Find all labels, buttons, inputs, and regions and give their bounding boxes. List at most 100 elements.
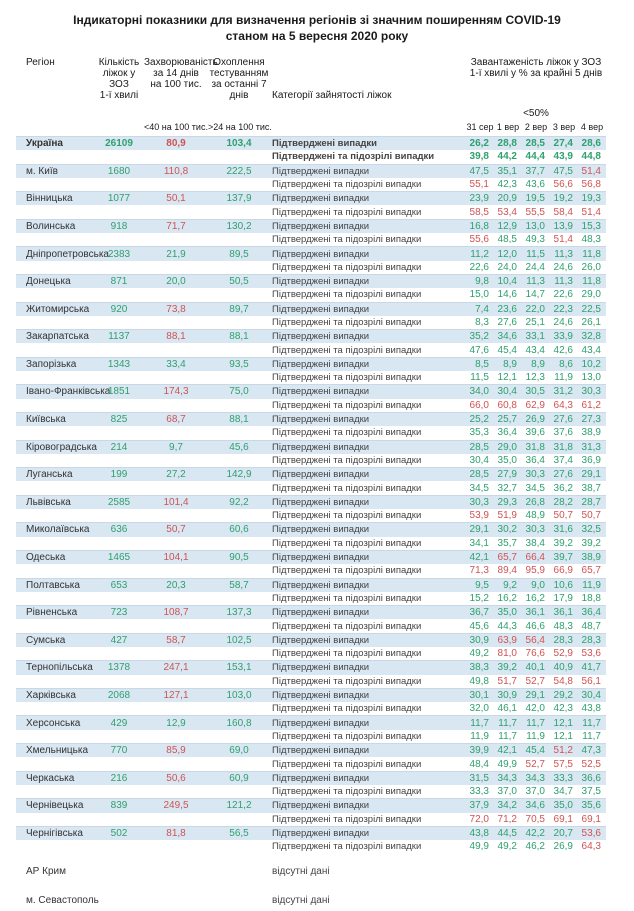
occupancy-value: 43,4 [581,344,601,356]
occupancy-value: 12,1 [497,372,517,384]
region-row-suspected: Підтверджені та підозрілі випадки 11,5 12,… [16,371,606,384]
occupancy-value: 58,4 [553,206,573,218]
occupancy-value: 46,1 [497,703,517,715]
region-row-confirmed: Україна 26109 80,9 103,4 Підтверджені випадк… [16,136,606,151]
date-header: 1 вер [496,122,520,132]
occupancy-value: 30,4 [469,454,489,466]
occupancy-value: 10,4 [497,276,517,288]
testing-threshold-label: >24 на 100 тис. [208,122,272,132]
occupancy-value: 48,7 [581,620,601,632]
occupancy-value: 64,3 [581,841,601,853]
region-row-confirmed: Луганська 199 27,2 142,9 Підтверджені випадк… [16,467,606,482]
occupancy-value: 32,0 [469,703,489,715]
occupancy-value: 24,6 [553,317,573,328]
occupancy-value: 39,2 [497,662,517,674]
category-label: Підтверджені випадки [272,303,370,315]
beds-value: 653 [110,579,128,591]
region-name: Київська [26,414,66,426]
occupancy-value: 42,3 [497,179,517,191]
occupancy-value: 30,4 [581,690,601,702]
incidence-value: 247,1 [163,662,189,674]
title-line1: Індикаторні показники для визначення рег… [73,13,561,27]
occupancy-value: 16,2 [525,592,545,604]
region-row-suspected: Підтверджені та підозрілі випадки 30,4 35,… [16,454,606,467]
occupancy-value: 10,2 [581,358,601,370]
region-name: Житомирська [26,303,90,315]
occupancy-value: 18,8 [581,592,601,604]
region-name: Запорізька [26,358,77,370]
occupancy-value: 27,9 [497,469,517,481]
region-row-suspected: Підтверджені та підозрілі випадки 49,2 81,… [16,647,606,660]
category-label: Підтверджені випадки [272,138,377,150]
table-header: Регіон Кількість ліжок у ЗОЗ 1-ї хвилі З… [16,57,606,101]
occupancy-value: 16,8 [469,220,489,232]
occupancy-value: 23,9 [469,193,489,205]
region-row-confirmed: Житомирська 920 73,8 89,7 Підтверджені випад… [16,301,606,316]
region-name: Івано-Франківська [26,386,111,398]
occupancy-value: 11,3 [526,276,545,288]
beds-value: 920 [110,303,128,315]
occupancy-value: 49,2 [469,648,489,660]
occupancy-value: 11,7 [582,730,601,742]
category-label: Підтверджені випадки [272,469,370,481]
region-row-suspected: Підтверджені та підозрілі випадки 11,9 11,… [16,730,606,743]
incidence-value: 12,9 [166,717,186,729]
occupancy-value: 43,4 [525,344,545,356]
region-row-suspected: Підтверджені та підозрілі випадки 15,2 16,… [16,592,606,605]
region-row-confirmed: Полтавська 653 20,3 58,7 Підтверджені випадк… [16,577,606,592]
occupancy-value: 7,4 [475,303,489,315]
occupancy-value: 30,3 [525,524,545,536]
no-data-label: відсутні дані [272,865,330,877]
region-row-suspected: Підтверджені та підозрілі випадки 15,0 14,… [16,288,606,301]
testing-value: 60,6 [229,524,249,536]
occupancy-value: 30,5 [525,386,545,398]
testing-value: 50,5 [229,276,249,288]
occupancy-value: 39,2 [553,537,573,549]
region-name: Україна [26,138,63,150]
incidence-value: 20,0 [166,276,186,288]
occupancy-value: 65,7 [581,565,601,577]
category-label: Підтверджені та підозрілі випадки [272,427,422,439]
occupancy-value: 30,3 [525,469,545,481]
testing-value: 160,8 [226,717,252,729]
region-name: Чернівецька [26,800,84,812]
occupancy-value: 43,8 [469,827,489,839]
occupancy-value: 69,1 [553,813,573,825]
occupancy-value: 28,8 [497,138,517,150]
testing-value: 137,9 [226,193,252,205]
testing-value: 88,1 [229,414,249,426]
occupancy-value: 63,9 [497,634,517,646]
occupancy-value: 37,0 [497,786,517,798]
region-name: Хмельницька [26,745,89,757]
occupancy-value: 95,9 [525,565,545,577]
region-row-confirmed: Чернігівська 502 81,8 56,5 Підтверджені випа… [16,825,606,841]
occupancy-value: 43,9 [553,151,573,163]
category-label: Підтверджені та підозрілі випадки [272,703,422,715]
occupancy-value: 32,5 [581,524,601,536]
occupancy-value: 36,1 [525,607,545,619]
occupancy-value: 31,8 [553,441,573,453]
region-row-suspected: Підтверджені та підозрілі випадки 35,3 36,… [16,426,606,439]
beds-value: 1137 [108,331,130,343]
occupancy-value: 38,9 [581,552,601,564]
occupancy-value: 50,7 [581,510,601,522]
category-label: Підтверджені випадки [272,248,370,260]
occupancy-value: 39,8 [469,151,489,163]
incidence-value: 110,8 [163,165,189,177]
occupancy-value: 25,7 [497,414,517,426]
occupancy-value: 30,4 [497,386,517,398]
region-row-suspected: Підтверджені та підозрілі випадки 55,1 42,… [16,178,606,191]
testing-value: 90,5 [229,552,249,564]
occupancy-value: 49,9 [469,841,489,853]
occupancy-value: 11,9 [554,372,573,384]
category-label: Підтверджені та підозрілі випадки [272,675,422,687]
occupancy-value: 31,5 [469,772,489,784]
occupancy-value: 34,1 [469,537,489,549]
occupancy-value: 27,6 [553,414,573,426]
beds-value: 1851 [107,386,131,398]
occupancy-value: 35,0 [553,800,573,812]
occupancy-value: 62,9 [525,399,545,411]
occupancy-value: 45,4 [525,745,545,757]
region-row-confirmed: м. Київ 1680 110,8 222,5 Підтверджені випадк… [16,163,606,178]
occupancy-value: 19,5 [525,193,545,205]
